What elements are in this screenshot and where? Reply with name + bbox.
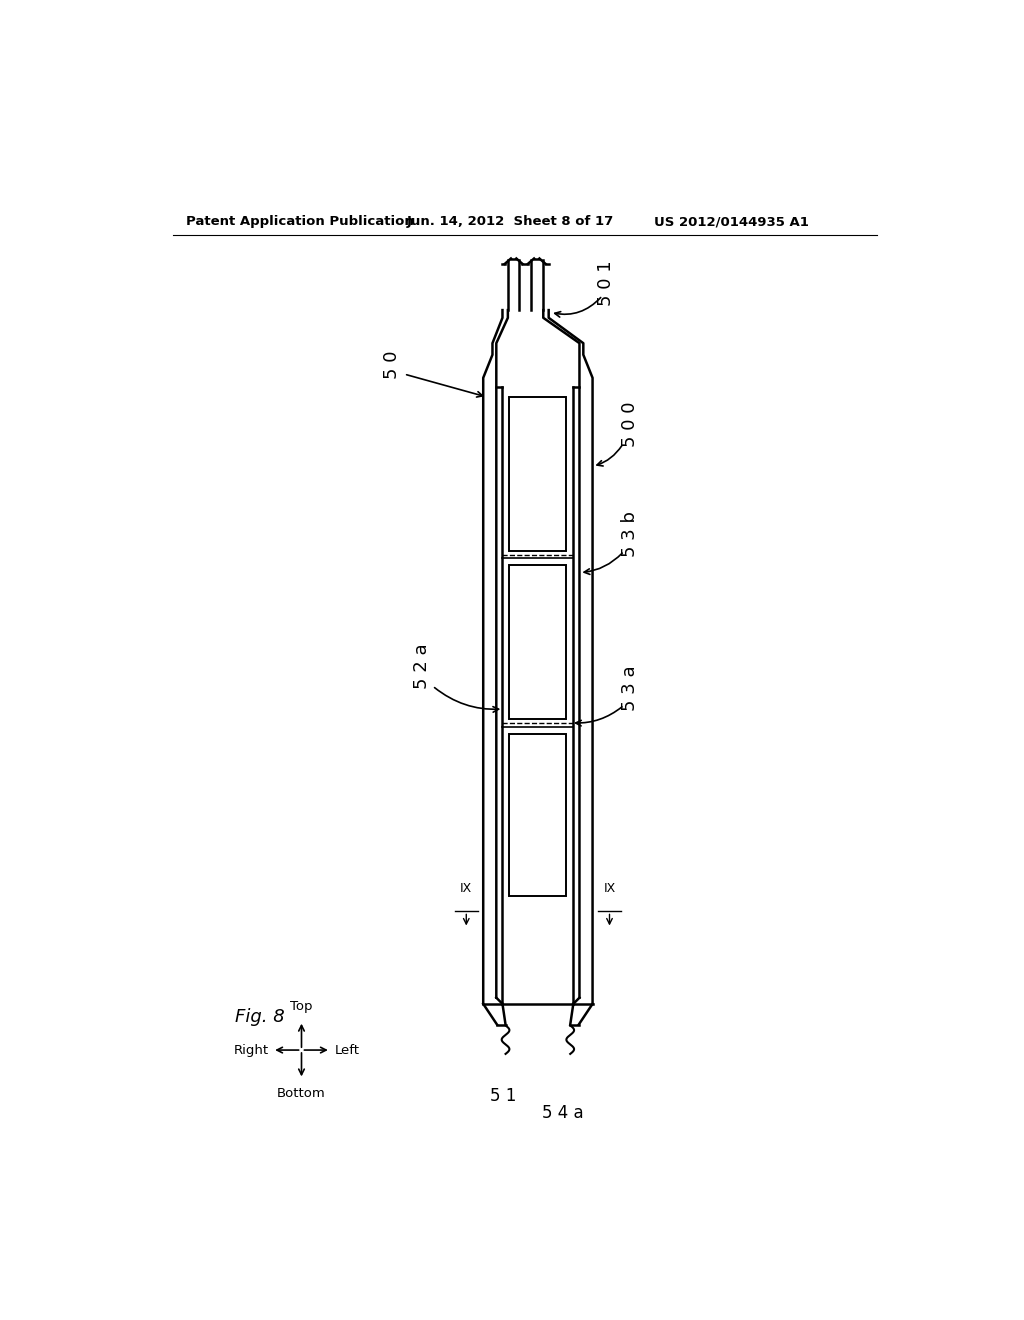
Text: IX: IX [460, 882, 472, 895]
Text: US 2012/0144935 A1: US 2012/0144935 A1 [654, 215, 809, 228]
Text: 5 0: 5 0 [383, 351, 401, 379]
Text: 5 2 a: 5 2 a [413, 644, 431, 689]
Text: Patent Application Publication: Patent Application Publication [186, 215, 414, 228]
Text: Top: Top [290, 1001, 312, 1014]
Text: Jun. 14, 2012  Sheet 8 of 17: Jun. 14, 2012 Sheet 8 of 17 [407, 215, 613, 228]
Bar [509, 565, 566, 719]
Text: Right: Right [233, 1044, 268, 1056]
Text: 5 3 b: 5 3 b [621, 511, 639, 557]
Text: 5 3 a: 5 3 a [621, 665, 639, 711]
Bar [509, 397, 566, 552]
Bar [509, 734, 566, 896]
Text: 5 4 a: 5 4 a [543, 1105, 584, 1122]
Text: Left: Left [335, 1044, 359, 1056]
Text: 5 0 1: 5 0 1 [597, 260, 614, 306]
Text: 5 1: 5 1 [490, 1088, 516, 1105]
Text: Fig. 8: Fig. 8 [234, 1008, 285, 1026]
Text: 5 0 0: 5 0 0 [621, 401, 639, 446]
Text: IX: IX [603, 882, 615, 895]
Text: Bottom: Bottom [278, 1088, 326, 1100]
